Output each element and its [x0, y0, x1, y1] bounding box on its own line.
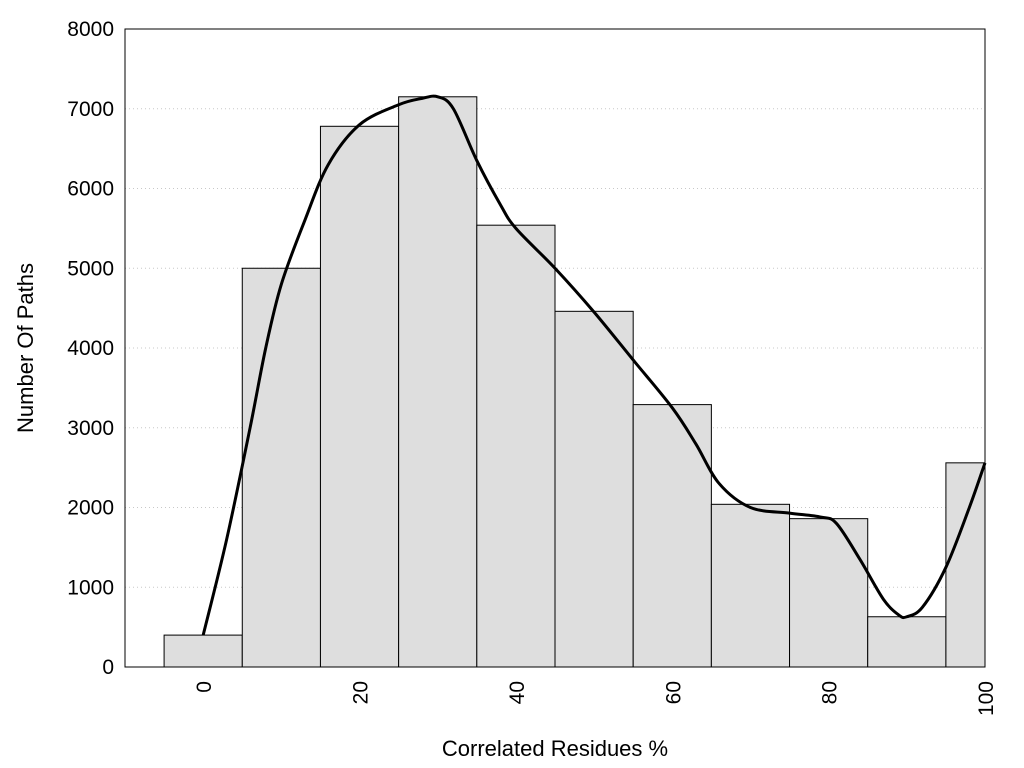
histogram-bar	[710, 503, 791, 668]
x-tick-label: 40	[506, 681, 529, 704]
histogram-bar	[867, 616, 947, 668]
smooth-curve-line	[201, 94, 987, 636]
y-tick-label: 6000	[67, 178, 114, 201]
y-tick-label: 0	[102, 656, 114, 679]
y-axis-label: Number Of Paths	[13, 263, 38, 433]
y-tick-label: 5000	[67, 257, 114, 280]
histogram-bar	[632, 404, 712, 668]
histogram-bar	[241, 267, 321, 668]
x-tick-label: 20	[350, 681, 373, 704]
y-tick-label: 7000	[67, 98, 114, 121]
histogram-bar	[398, 96, 478, 668]
histogram-bar	[476, 224, 556, 668]
y-tick-label: 2000	[67, 497, 114, 520]
histogram-bar	[163, 634, 243, 668]
smooth-curve	[201, 94, 987, 636]
y-tick-label: 4000	[67, 337, 114, 360]
y-axis-ticks: 0 1000 2000 3000 4000 5000 6000 7000 8000	[67, 18, 114, 679]
y-tick-label: 1000	[67, 576, 114, 599]
histogram-bars	[163, 96, 986, 668]
histogram-bar	[554, 310, 634, 668]
histogram-bar	[789, 518, 869, 668]
x-tick-label: 80	[819, 681, 842, 704]
x-tick-label: 60	[662, 681, 685, 704]
histogram-bar	[945, 462, 986, 668]
x-axis-label: Correlated Residues %	[442, 736, 668, 761]
x-axis-ticks: 0 20 40 60 80 100	[193, 681, 998, 716]
x-tick-label: 0	[193, 681, 216, 693]
plot-frame	[124, 28, 986, 668]
y-tick-label: 3000	[67, 417, 114, 440]
histogram-bar	[319, 125, 400, 668]
y-tick-label: 8000	[67, 18, 114, 41]
x-tick-label: 100	[975, 681, 998, 716]
